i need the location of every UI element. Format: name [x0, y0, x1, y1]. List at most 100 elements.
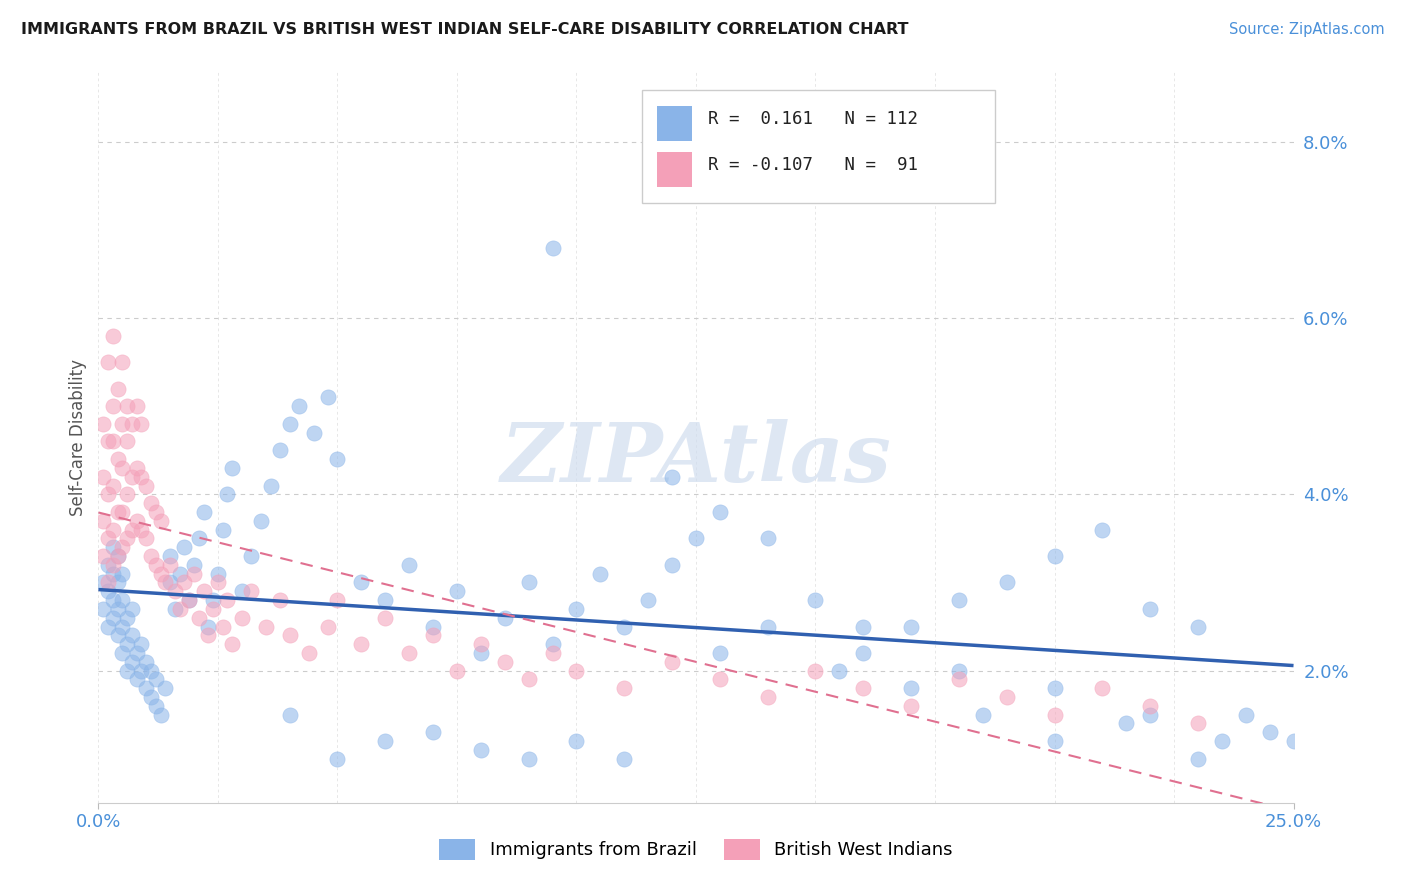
Point	[422, 619, 444, 633]
Point	[1187, 619, 1209, 633]
Point	[1115, 716, 1137, 731]
Point	[107, 382, 129, 396]
Point	[278, 707, 301, 722]
Point	[101, 399, 124, 413]
Point	[288, 399, 311, 413]
Point	[350, 637, 373, 651]
Point	[139, 664, 162, 678]
Point	[1139, 707, 1161, 722]
Point	[107, 505, 129, 519]
Point	[101, 558, 124, 572]
Point	[115, 664, 138, 678]
Point	[852, 681, 875, 696]
Text: R = -0.107   N =  91: R = -0.107 N = 91	[709, 156, 918, 174]
Point	[125, 673, 148, 687]
Point	[217, 487, 239, 501]
Point	[948, 664, 970, 678]
Point	[111, 566, 134, 581]
Point	[169, 566, 191, 581]
Point	[326, 593, 349, 607]
Point	[159, 558, 181, 572]
Point	[685, 532, 707, 546]
Text: ZIPAtlas: ZIPAtlas	[501, 419, 891, 499]
Point	[298, 646, 321, 660]
Point	[1043, 549, 1066, 563]
Bar	[657, 106, 692, 141]
Point	[709, 673, 731, 687]
Point	[661, 558, 683, 572]
Point	[97, 558, 120, 572]
Point	[948, 593, 970, 607]
Point	[111, 505, 134, 519]
Point	[193, 584, 215, 599]
Point	[326, 752, 349, 766]
Point	[125, 514, 148, 528]
Point	[125, 399, 148, 413]
Point	[121, 655, 143, 669]
Point	[422, 628, 444, 642]
Point	[111, 540, 134, 554]
Point	[852, 646, 875, 660]
Point	[149, 707, 172, 722]
Point	[517, 752, 540, 766]
Point	[145, 558, 167, 572]
Point	[121, 628, 143, 642]
Point	[541, 241, 564, 255]
Point	[470, 646, 492, 660]
Point	[374, 611, 396, 625]
Point	[1043, 707, 1066, 722]
Point	[494, 611, 516, 625]
Point	[101, 478, 124, 492]
Point	[101, 523, 124, 537]
Point	[149, 566, 172, 581]
Point	[125, 646, 148, 660]
Point	[565, 664, 588, 678]
Point	[756, 532, 779, 546]
Point	[709, 505, 731, 519]
Point	[197, 628, 219, 642]
Point	[1187, 716, 1209, 731]
Point	[1282, 734, 1305, 748]
Point	[155, 681, 177, 696]
FancyBboxPatch shape	[643, 90, 995, 203]
Point	[972, 707, 994, 722]
Point	[240, 549, 263, 563]
Point	[900, 681, 922, 696]
Point	[91, 514, 114, 528]
Point	[207, 566, 229, 581]
Point	[470, 743, 492, 757]
Point	[131, 469, 153, 483]
Text: Source: ZipAtlas.com: Source: ZipAtlas.com	[1229, 22, 1385, 37]
Point	[107, 452, 129, 467]
Text: IMMIGRANTS FROM BRAZIL VS BRITISH WEST INDIAN SELF-CARE DISABILITY CORRELATION C: IMMIGRANTS FROM BRAZIL VS BRITISH WEST I…	[21, 22, 908, 37]
Point	[446, 584, 468, 599]
Point	[1139, 698, 1161, 713]
Point	[316, 391, 339, 405]
Point	[1043, 734, 1066, 748]
Point	[316, 619, 339, 633]
Point	[115, 637, 138, 651]
Point	[756, 619, 779, 633]
Point	[948, 673, 970, 687]
Point	[155, 575, 177, 590]
Point	[183, 566, 205, 581]
Point	[589, 566, 612, 581]
Point	[613, 619, 636, 633]
Point	[1211, 734, 1233, 748]
Point	[398, 558, 420, 572]
Point	[613, 681, 636, 696]
Point	[97, 355, 120, 369]
Point	[278, 417, 301, 431]
Point	[107, 549, 129, 563]
Point	[121, 417, 143, 431]
Point	[613, 752, 636, 766]
Point	[422, 725, 444, 739]
Point	[187, 611, 209, 625]
Legend: Immigrants from Brazil, British West Indians: Immigrants from Brazil, British West Ind…	[439, 838, 953, 860]
Point	[541, 646, 564, 660]
Point	[259, 478, 281, 492]
Point	[202, 593, 225, 607]
Point	[326, 452, 349, 467]
Point	[211, 619, 233, 633]
Point	[111, 461, 134, 475]
